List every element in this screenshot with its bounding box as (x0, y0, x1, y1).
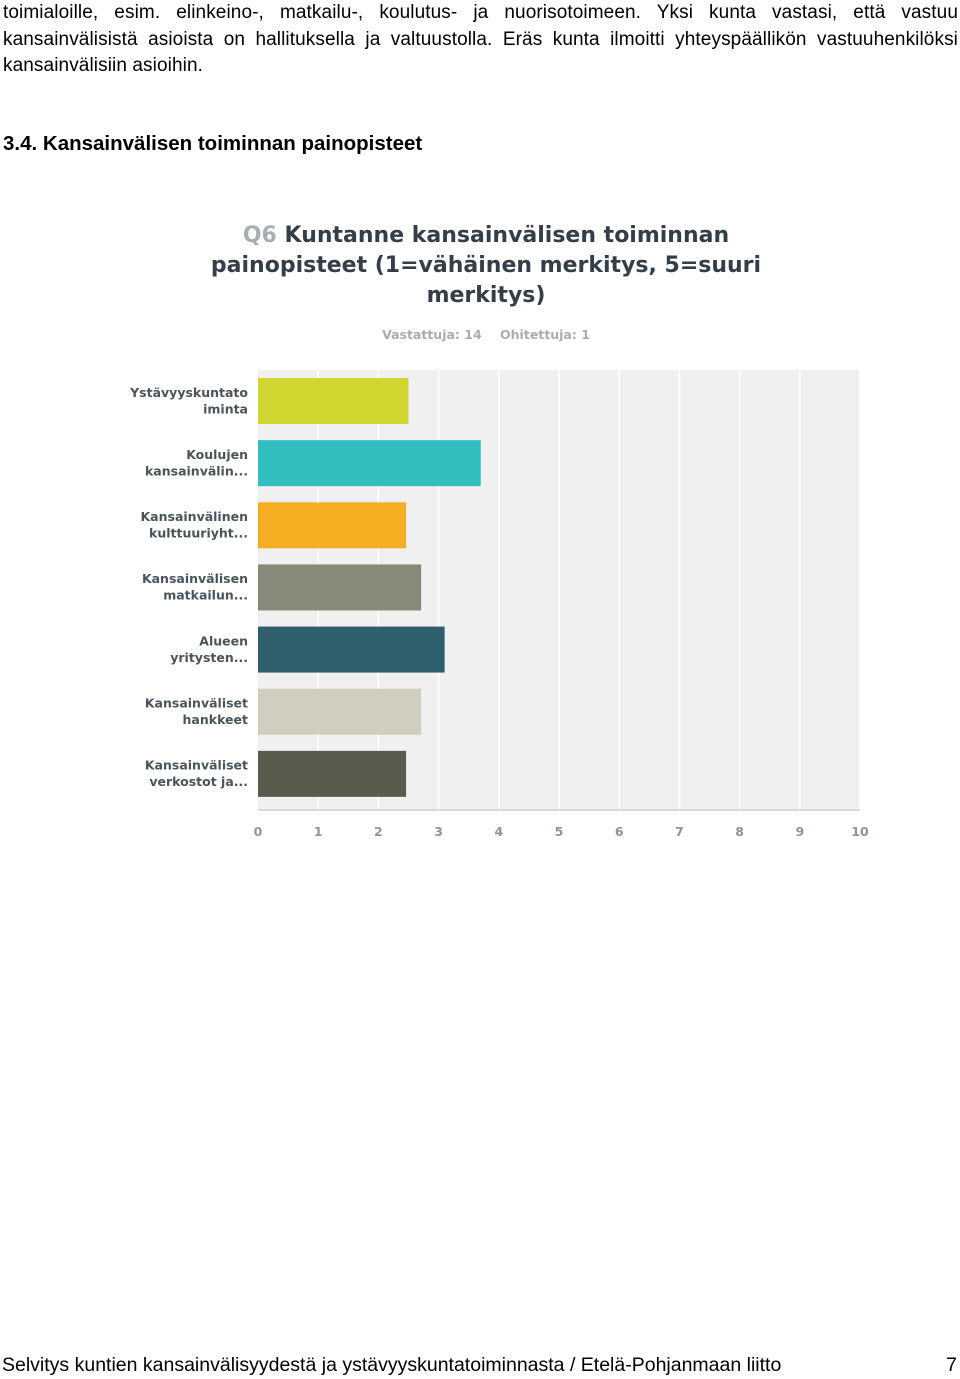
bar-2 (258, 502, 407, 549)
category-label: Kansainväliset verkostot ja... (145, 758, 248, 790)
x-tick-label: 3 (434, 824, 443, 839)
x-tick-label: 8 (735, 824, 744, 839)
skipped-count: Ohitettuja: 1 (500, 327, 590, 342)
chart-title-line-1: Kuntanne kansainvälisen toiminnan (284, 223, 730, 248)
page-footer: Selvitys kuntien kansainvälisyydestä ja … (2, 1352, 957, 1378)
bar-1 (258, 440, 481, 487)
chart-title: Q6 Kuntanne kansainvälisen toiminnan pai… (130, 221, 842, 311)
x-tick-label: 5 (555, 824, 564, 839)
category-label: Ystävyyskuntato iminta (130, 385, 248, 417)
bar-0 (258, 378, 409, 424)
category-labels: Ystävyyskuntato iminta Koulujen kansainväli… (130, 385, 248, 789)
bar-6 (258, 750, 407, 797)
bar-chart-plot: Ystävyyskuntato iminta Koulujen kansainväli… (130, 370, 869, 839)
x-tick-label: 1 (314, 824, 323, 839)
chart-title-line-2: painopisteet (1=vähäinen merkitys, 5=suu… (210, 253, 762, 278)
page-number: 7 (946, 1354, 957, 1376)
x-tick-label: 2 (374, 824, 383, 839)
chart-question-number: Q6 (242, 223, 277, 248)
x-tick-label: 9 (795, 824, 804, 839)
category-label: Kansainvälisen matkailun... (142, 571, 248, 603)
bar-5 (258, 688, 422, 735)
x-tick-label: 4 (494, 824, 503, 839)
x-tick-label: 6 (615, 824, 624, 839)
x-tick-label: 0 (254, 824, 263, 839)
category-label: Alueen yritysten... (170, 633, 248, 665)
x-tick-label: 10 (851, 824, 869, 839)
intro-paragraph: toimialoille, esim. elinkeino-, matkailu… (3, 2, 958, 77)
answered-count: Vastattuja: 14 (382, 327, 482, 342)
bar-3 (258, 564, 422, 611)
footer-title: Selvitys kuntien kansainvälisyydestä ja … (2, 1354, 782, 1376)
chart-title-line-3: merkitys) (426, 283, 546, 308)
category-label: Koulujen kansainvälin... (145, 447, 248, 479)
x-tick-labels: 0 1 2 3 4 5 6 7 8 9 10 (254, 824, 869, 839)
category-label: Kansainvälinen kulttuuriyht... (140, 509, 248, 541)
bars (258, 378, 481, 797)
chart-response-stats: Vastattuja: 14 Ohitettuja: 1 (130, 327, 842, 342)
x-tick-label: 7 (675, 824, 684, 839)
grid-lines (258, 370, 861, 811)
category-label: Kansainväliset hankkeet (145, 695, 248, 727)
bar-4 (258, 626, 445, 673)
survey-chart: Q6 Kuntanne kansainvälisen toiminnan pai… (130, 215, 870, 855)
section-heading: 3.4. Kansainvälisen toiminnan painopiste… (3, 132, 423, 155)
